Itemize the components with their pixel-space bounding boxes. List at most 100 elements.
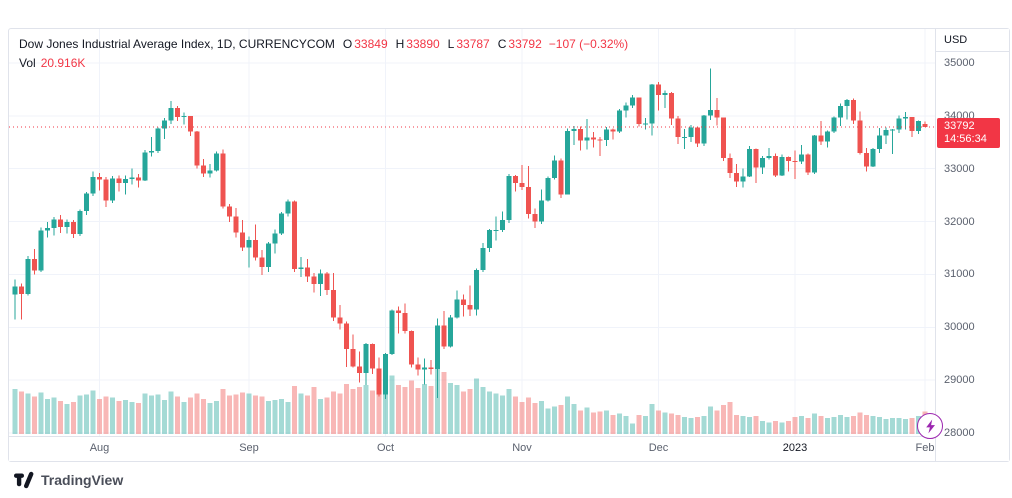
price-axis-label: 28000 bbox=[944, 427, 975, 439]
volume-bar bbox=[903, 419, 908, 434]
time-axis-label: 2023 bbox=[782, 442, 808, 454]
volume-bar bbox=[383, 378, 388, 434]
candle bbox=[773, 153, 778, 178]
candle bbox=[233, 207, 239, 238]
candle bbox=[441, 310, 447, 349]
candle bbox=[467, 285, 473, 317]
volume-bar bbox=[662, 412, 668, 434]
volume-bar bbox=[162, 399, 167, 434]
volume-bar bbox=[831, 416, 837, 434]
volume-bar bbox=[877, 416, 882, 434]
price-axis-label: 30000 bbox=[944, 321, 975, 334]
candle bbox=[487, 228, 492, 253]
candle bbox=[922, 121, 928, 128]
candle bbox=[77, 209, 83, 236]
volume-bar bbox=[350, 389, 356, 434]
candle bbox=[25, 255, 31, 296]
candle bbox=[578, 126, 583, 151]
volume-bar bbox=[474, 378, 479, 434]
grid-layer bbox=[9, 29, 935, 436]
volume-bar bbox=[51, 397, 57, 434]
candle bbox=[584, 119, 590, 150]
price-axis[interactable]: USD 35000 34000 33000 32000 31000 30000 29000 2… bbox=[935, 29, 1009, 461]
volume-bar bbox=[233, 394, 239, 434]
volume-bar bbox=[480, 387, 486, 434]
volume-bar bbox=[246, 393, 252, 434]
tradingview-logo[interactable]: TradingView bbox=[14, 471, 123, 489]
volume-bar bbox=[331, 391, 336, 434]
candle bbox=[643, 117, 648, 130]
candle bbox=[857, 111, 863, 155]
volume-bar bbox=[682, 416, 687, 434]
candle bbox=[818, 121, 824, 145]
volume-bar bbox=[617, 413, 622, 434]
time-axis[interactable]: Aug Sep Oct Nov Dec 2023 Feb bbox=[9, 436, 935, 461]
candle bbox=[155, 127, 161, 153]
candle bbox=[363, 343, 369, 385]
candle bbox=[409, 330, 414, 368]
candle bbox=[890, 129, 895, 154]
volume-bar bbox=[428, 386, 434, 434]
volume-bar bbox=[259, 396, 265, 434]
time-axis-label: Oct bbox=[376, 442, 395, 454]
volume-bar bbox=[584, 407, 590, 434]
price-pane[interactable]: Dow Jones Industrial Average Index, 1D, … bbox=[9, 29, 935, 436]
symbol-title[interactable]: Dow Jones Industrial Average Index, 1D, … bbox=[19, 36, 335, 51]
volume-bar bbox=[84, 394, 89, 434]
price-axis-label: 29000 bbox=[944, 374, 975, 387]
chart-legend: Dow Jones Industrial Average Index, 1D, … bbox=[19, 34, 628, 72]
candle bbox=[656, 82, 661, 111]
volume-bar bbox=[77, 395, 83, 434]
volume-bar bbox=[266, 400, 271, 434]
time-axis-label: Dec bbox=[648, 442, 669, 454]
candle bbox=[695, 126, 700, 148]
candle bbox=[870, 148, 876, 168]
volume-bar bbox=[363, 384, 369, 434]
low-label: L bbox=[447, 36, 455, 51]
candle bbox=[617, 108, 622, 133]
candle bbox=[461, 294, 466, 317]
volume-bar bbox=[864, 414, 869, 434]
bar-countdown: 14:56:34 bbox=[944, 132, 987, 145]
volume-bar bbox=[220, 389, 226, 434]
volume-bar bbox=[240, 392, 245, 434]
candle bbox=[721, 117, 726, 161]
candle bbox=[916, 120, 921, 134]
volume-bar bbox=[337, 393, 343, 434]
volume-bar bbox=[38, 392, 44, 434]
volume-bar bbox=[285, 402, 291, 434]
volume-bar bbox=[227, 395, 232, 434]
volume-bar bbox=[253, 395, 258, 434]
volume-bar bbox=[487, 391, 492, 434]
candle bbox=[636, 97, 642, 127]
candle bbox=[526, 166, 531, 219]
time-axis-label: Feb bbox=[915, 442, 935, 454]
candle bbox=[389, 309, 395, 355]
volume-bar bbox=[909, 418, 915, 434]
volume-bar bbox=[298, 393, 304, 434]
volume-bar bbox=[675, 414, 681, 434]
candle bbox=[240, 219, 245, 252]
candle bbox=[883, 127, 889, 144]
volume-bar bbox=[71, 402, 76, 434]
volume-bar bbox=[727, 402, 733, 434]
candle bbox=[175, 105, 180, 122]
volume-bar bbox=[591, 412, 596, 434]
candle bbox=[168, 101, 174, 124]
volume-bar bbox=[214, 400, 219, 434]
currency-label: USD bbox=[936, 29, 1009, 52]
candlestick-chart[interactable] bbox=[9, 29, 935, 436]
candle bbox=[831, 116, 837, 133]
volume-bar bbox=[558, 405, 564, 434]
candle bbox=[454, 290, 460, 319]
candle bbox=[103, 177, 109, 207]
candle bbox=[142, 150, 148, 181]
volume-bar bbox=[90, 390, 96, 434]
volume-bar bbox=[441, 372, 447, 434]
candle bbox=[610, 128, 616, 140]
candle bbox=[805, 153, 811, 176]
volume-bar bbox=[890, 418, 895, 434]
lightning-button[interactable] bbox=[917, 413, 943, 439]
volume-bar bbox=[142, 393, 148, 434]
candle bbox=[682, 129, 687, 150]
